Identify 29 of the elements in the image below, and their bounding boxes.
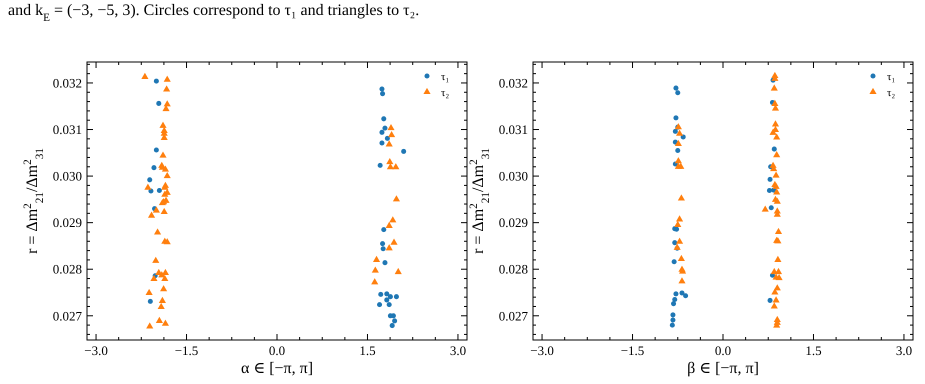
y-tick-label: 0.027 xyxy=(498,308,528,324)
legend-label: τ₁ xyxy=(887,71,896,83)
y-tick-label: 0.031 xyxy=(52,122,82,138)
y-tick-label: 0.027 xyxy=(52,308,82,324)
y-tick-label: 0.029 xyxy=(498,215,528,230)
x-tick-label: 0.0 xyxy=(268,343,286,358)
y-tick-label: 0.029 xyxy=(52,215,82,230)
x-tick-label: 3.0 xyxy=(450,343,466,358)
x-tick-label: −1.5 xyxy=(620,343,644,358)
y-tick-label: 0.028 xyxy=(52,262,82,277)
y-tick-label: 0.031 xyxy=(498,122,528,138)
y-tick-label: 0.028 xyxy=(498,262,528,277)
x-tick-label: 1.5 xyxy=(805,343,822,358)
text: and k$_{E}$ = (−3, −5, 3). Circles correspond to τ₁ and triangles to τ₂. xyxy=(8,2,420,24)
y-tick-label: 0.032 xyxy=(498,75,528,90)
legend-label: τ₂ xyxy=(887,87,896,99)
y-tick-label: 0.030 xyxy=(52,168,82,184)
x-axis-title: α ∈ [−π, π] xyxy=(240,360,314,377)
x-axis-title: β ∈ [−π, π] xyxy=(687,360,759,377)
legend-label: τ₂ xyxy=(441,87,450,99)
x-tick-label: −3.0 xyxy=(84,343,108,358)
y-tick-label: 0.032 xyxy=(52,75,82,90)
x-tick-label: 1.5 xyxy=(359,343,376,358)
y-tick-label: 0.030 xyxy=(498,168,528,184)
x-tick-label: 3.0 xyxy=(896,343,912,358)
legend-label: τ₁ xyxy=(441,71,450,83)
x-tick-label: −1.5 xyxy=(174,343,198,358)
x-tick-label: 0.0 xyxy=(714,343,732,358)
x-tick-label: −3.0 xyxy=(530,343,554,358)
